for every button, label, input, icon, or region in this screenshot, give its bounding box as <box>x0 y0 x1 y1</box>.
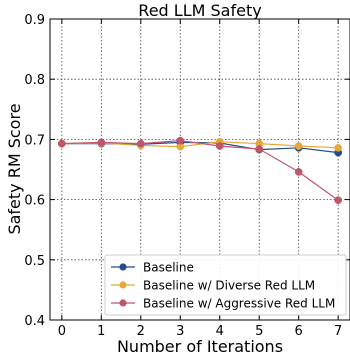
legend-label: Baseline <box>143 261 194 275</box>
legend-box <box>104 254 347 316</box>
legend-item: Baseline <box>111 261 194 275</box>
x-tick-label: 0 <box>58 324 66 339</box>
legend-item: Baseline w/ Diverse Red LLM <box>111 279 315 293</box>
plot-area-frame <box>49 18 350 321</box>
x-axis-label: Number of Iterations <box>117 337 283 356</box>
series-layer <box>57 136 343 205</box>
legend-marker <box>119 299 127 307</box>
chart-title: Red LLM Safety <box>138 1 261 20</box>
data-point <box>215 142 224 150</box>
data-point <box>57 139 66 148</box>
series-line <box>61 140 339 201</box>
data-point <box>334 143 343 152</box>
axis-ticks: 0 1 2 3 4 5 6 7 0.4 0.5 0.6 0.7 0.8 0.9 <box>24 13 350 339</box>
y-tick-label: 0.6 <box>24 194 45 209</box>
legend-marker <box>119 281 127 289</box>
x-tick-label: 1 <box>97 324 105 339</box>
legend-label: Baseline w/ Aggressive Red LLM <box>143 297 335 311</box>
y-axis-label: Safety RM Score <box>5 103 24 234</box>
x-tick-label: 7 <box>334 324 342 339</box>
y-tick-label: 0.7 <box>24 133 45 148</box>
data-point <box>97 138 106 147</box>
y-tick-label: 0.4 <box>24 314 45 329</box>
data-point <box>334 196 343 205</box>
data-point <box>294 168 303 176</box>
series-2 <box>57 136 343 205</box>
x-tick-label: 4 <box>216 324 224 339</box>
series-line <box>61 141 339 149</box>
x-tick-label: 6 <box>295 324 303 339</box>
data-point <box>255 145 264 153</box>
y-tick-label: 0.5 <box>24 254 45 269</box>
legend-label: Baseline w/ Diverse Red LLM <box>143 279 315 293</box>
data-point <box>136 139 145 148</box>
y-tick-label: 0.8 <box>24 73 45 88</box>
x-tick-label: 5 <box>255 324 263 339</box>
data-point <box>176 136 185 145</box>
legend-item: Baseline w/ Aggressive Red LLM <box>111 297 335 311</box>
data-point <box>294 142 303 150</box>
y-tick-label: 0.9 <box>24 13 45 28</box>
x-tick-label: 2 <box>137 324 145 339</box>
legend: Baseline Baseline w/ Diverse Red LLM Basel… <box>104 254 347 316</box>
legend-marker <box>119 263 127 271</box>
x-tick-label: 3 <box>176 324 184 339</box>
